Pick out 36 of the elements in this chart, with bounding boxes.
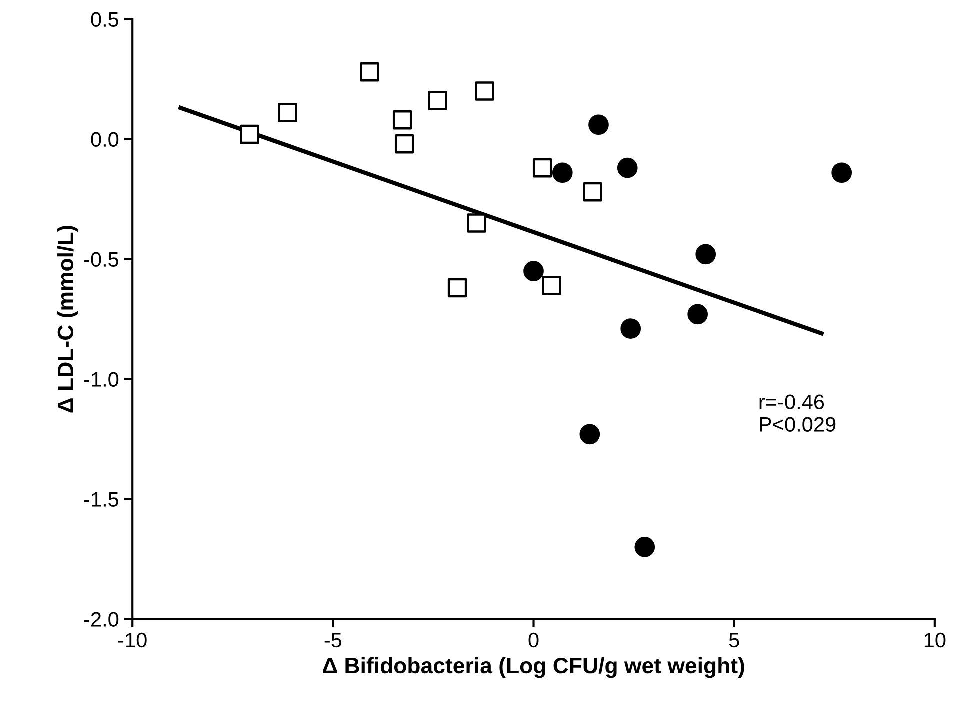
y-tick-label: -2.0: [84, 612, 119, 627]
annotation: r=-0.46 P<0.029: [760, 394, 836, 432]
y-tick-label: -1.5: [84, 492, 119, 507]
y-axis-title: Δ LDL-C (mmol/L): [57, 226, 78, 413]
point: [360, 62, 380, 82]
point: [552, 162, 573, 184]
point: [475, 82, 494, 101]
point: [588, 114, 609, 136]
x-tick-label: -10: [118, 632, 147, 648]
point: [448, 278, 468, 298]
y-tick-label: 0.0: [91, 132, 119, 148]
point: [617, 158, 638, 178]
point: [580, 424, 600, 445]
y-tick-label: -1.0: [84, 372, 119, 387]
x-tick-label: 0: [528, 632, 539, 648]
point: [583, 182, 602, 202]
point: [832, 162, 852, 184]
point: [240, 124, 260, 144]
point: [428, 91, 448, 111]
point: [542, 276, 562, 296]
point: [524, 261, 544, 282]
point: [532, 158, 552, 178]
x-tick-label: -5: [324, 633, 342, 648]
point: [467, 214, 486, 233]
point: [620, 318, 642, 340]
point: [392, 110, 412, 130]
point: [696, 244, 716, 265]
x-tick-label: 5: [729, 633, 740, 648]
y-tick-label: 0.5: [91, 12, 119, 28]
x-tick-label: 10: [924, 632, 946, 648]
point: [278, 103, 298, 122]
point: [688, 304, 708, 325]
point: [394, 134, 414, 154]
point: [634, 537, 656, 558]
y-tick-label: -0.5: [84, 252, 119, 268]
x-axis-title: Δ Bifidobacteria (Log CFU/g wet weight): [322, 657, 744, 678]
